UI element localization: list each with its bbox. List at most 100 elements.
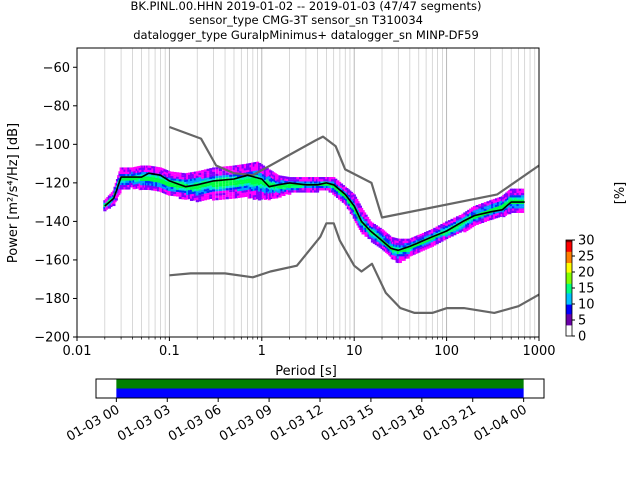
density-cell [167,184,172,187]
density-cell [286,192,290,195]
density-cell [472,205,477,209]
density-cell [153,177,157,180]
density-cell [232,178,236,182]
density-cell [178,176,182,180]
density-cell [254,170,258,174]
density-cell [254,190,258,193]
density-cell [496,204,501,207]
density-cell [247,196,251,199]
density-cell [211,171,216,175]
density-cell [259,170,264,174]
density-cell [374,227,378,230]
density-cell [357,203,361,206]
density-cell [189,187,194,190]
density-cell [176,178,180,182]
density-cell [121,169,125,172]
density-cell [201,178,205,182]
density-cell [151,166,155,169]
density-cell [336,193,340,196]
density-cell [475,207,479,210]
density-cell [243,192,247,195]
density-cell [494,202,499,205]
density-cell [435,226,439,229]
density-cell [398,243,402,246]
density-cell [167,171,172,174]
density-cell [239,190,243,194]
density-cell [290,183,295,186]
density-cell [341,196,346,199]
density-cell [402,240,406,244]
density-cell [229,174,233,177]
density-cell [265,170,269,173]
density-cell [218,177,223,181]
density-cell [118,188,122,192]
density-cell [282,176,286,179]
density-cell [483,217,487,220]
density-cell [206,181,210,185]
density-cell [310,181,314,184]
density-cell [203,189,208,192]
density-cell [341,185,346,188]
density-cell [218,191,223,194]
density-cell [123,180,127,183]
density-cell [282,180,286,183]
density-cell [339,198,344,202]
density-cell [280,186,284,190]
density-cell [206,186,210,189]
density-cell [276,181,280,185]
density-cell [364,214,368,217]
density-cell [463,227,467,231]
density-cell [153,168,157,171]
density-cell [247,191,251,195]
density-cell [249,182,253,186]
density-cell [442,222,446,225]
density-cell [191,174,196,177]
density-cell [430,242,434,245]
colorbar-tick-label: 0 [578,330,586,345]
density-cell [293,181,297,184]
density-cell [265,194,269,197]
density-cell [419,247,423,250]
density-cell [314,179,318,182]
density-cell [222,186,226,189]
density-cell [193,182,197,185]
density-cell [442,238,446,241]
density-cell [170,191,174,194]
density-cell [195,171,199,174]
density-cell [256,168,260,171]
density-cell [481,203,485,206]
density-cell [234,178,238,181]
density-cell [284,185,288,188]
density-cell [396,260,400,264]
density-cell [249,171,253,175]
density-cell [222,175,226,178]
density-cell [421,235,425,238]
density-cell [400,249,404,253]
density-cell [396,245,400,248]
density-cell [215,193,219,196]
density-cell [176,189,180,193]
colorbar-tick-label: 5 [578,314,586,329]
density-cell [463,212,467,215]
density-cell [312,177,316,180]
density-cell [336,191,340,194]
density-cell [402,251,406,255]
density-cell [251,182,255,185]
density-cell [225,192,229,195]
density-cell [465,224,469,227]
density-cell [486,201,490,204]
density-cell [491,199,495,202]
density-cell [151,174,155,178]
density-cell [276,186,280,189]
density-cell [404,247,408,250]
density-cell [265,185,269,188]
colorbar-segment [566,243,572,246]
density-cell [396,256,400,259]
density-cell [312,179,316,182]
colorbar-segment [566,256,572,259]
density-cell [417,248,421,251]
density-cell [520,193,525,196]
density-cell [358,205,362,208]
density-cell [195,180,199,183]
density-cell [450,232,454,235]
